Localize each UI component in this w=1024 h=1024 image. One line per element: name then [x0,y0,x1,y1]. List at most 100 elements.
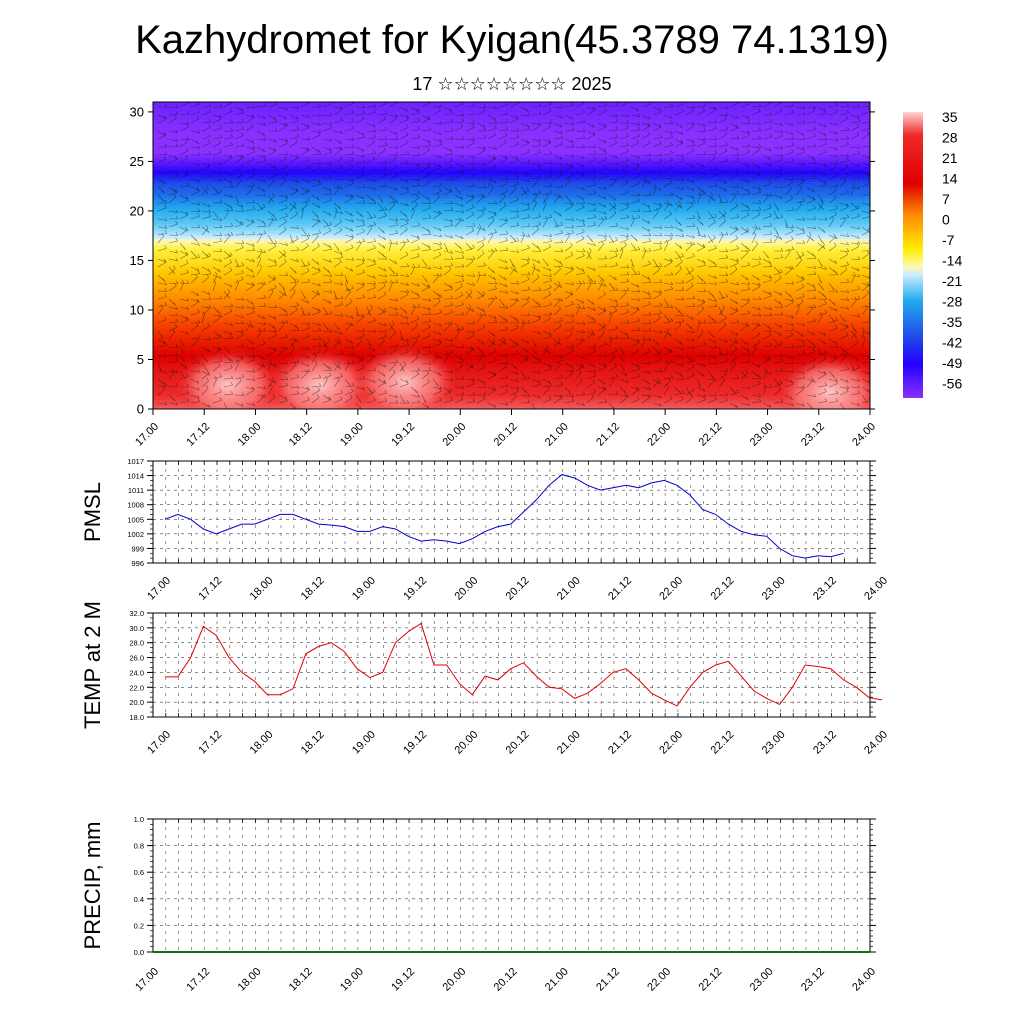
wind-barb-tick [263,321,267,325]
wind-barb-tick [757,211,761,215]
wind-barb [498,134,508,140]
wind-barb-tick [680,131,684,135]
wind-barb-tick [461,263,465,268]
wind-barb-tick [340,301,343,305]
wind-barb-tick [588,279,592,284]
wind-barb-tick [428,204,431,209]
wind-barb [773,277,782,284]
wind-barb [289,338,299,342]
wind-barb [828,320,838,324]
wind-barb [179,102,189,108]
wind-barb [674,346,684,351]
wind-barb-tick [318,348,321,353]
wind-barb [157,134,167,140]
wind-barb [234,106,244,112]
wind-barb-tick [681,233,685,237]
wind-barb [179,306,189,310]
wind-barb [630,298,640,301]
wind-barb [377,382,386,388]
wind-barb [300,186,309,193]
wind-barb-tick [305,201,308,205]
wind-barb-tick [285,151,289,155]
wind-barb [630,342,640,348]
wind-barb [223,211,230,220]
wind-barb [399,294,408,300]
wind-barb-tick [482,107,486,111]
wind-barb [575,194,584,201]
wind-barb [443,304,453,308]
wind-barb [487,106,497,110]
wind-barb-tick [185,171,189,175]
wind-barb [861,146,870,148]
wind-barb [718,194,723,204]
wind-barb [344,167,354,172]
wind-barb [784,251,791,260]
heatmap-band [153,272,870,276]
wind-barb [751,394,761,397]
wind-barb [575,225,585,228]
wind-barb-tick [229,107,233,112]
wind-barb [443,338,453,342]
wind-barb [861,106,870,108]
wind-barb [751,122,761,125]
wind-barb-tick [307,355,310,359]
wind-barb-tick [527,112,531,117]
wind-barb-tick [669,235,673,240]
wind-barb [564,314,574,317]
wind-barb [608,298,618,303]
wind-barb-tick [736,226,739,231]
wind-barb-tick [766,254,769,259]
wind-barb [179,170,189,174]
wind-barb-tick [395,394,398,399]
wind-barb [674,111,684,116]
wind-barb [641,378,650,385]
wind-barb-tick [757,331,760,335]
wind-barb [487,178,497,184]
wind-barb [289,364,297,372]
wind-barb [597,282,607,287]
wind-barb [344,385,354,388]
heatmap-band [153,223,870,227]
wind-barb-tick [362,328,366,332]
wind-barb-tick [670,120,674,124]
wind-barb-tick [703,137,707,141]
wind-barb-tick [736,152,740,156]
wind-barb-tick [318,122,321,126]
wind-barb [289,226,299,229]
wind-barb [322,369,332,372]
wind-barb [212,365,221,372]
wind-barb-tick [548,291,552,295]
wind-barb-tick [857,185,861,190]
wind-barb-tick [164,288,168,292]
wind-barb-tick [252,282,255,286]
wind-barb-tick [181,279,185,283]
wind-barb [487,178,492,188]
wind-barb-tick [252,309,255,313]
wind-barb-tick [450,309,453,313]
wind-barb [344,146,354,149]
wind-barb-tick [725,339,728,343]
wind-barb-tick [372,155,376,159]
wind-barb [179,362,188,369]
wind-barb [784,346,794,348]
wind-barb-tick [824,149,827,153]
wind-barb-tick [406,169,410,174]
wind-barb [828,219,834,228]
wind-barb-tick [252,145,256,149]
wind-barb-tick [659,245,662,249]
wind-barb [674,154,684,157]
wind-barb-tick [625,373,628,377]
wind-barb [828,197,837,204]
wind-barb [641,114,651,120]
wind-barb-tick [362,257,366,261]
wind-barb-tick [636,363,640,368]
wind-barb [553,340,561,348]
wind-barb-tick [217,362,221,366]
wind-barb-tick [701,222,704,226]
wind-barb-tick [263,154,266,158]
wind-barb [630,183,640,188]
wind-barb-tick [438,106,441,111]
wind-barb-tick [702,139,706,144]
wind-barb-tick [175,170,178,174]
wind-barb-tick [604,353,608,357]
